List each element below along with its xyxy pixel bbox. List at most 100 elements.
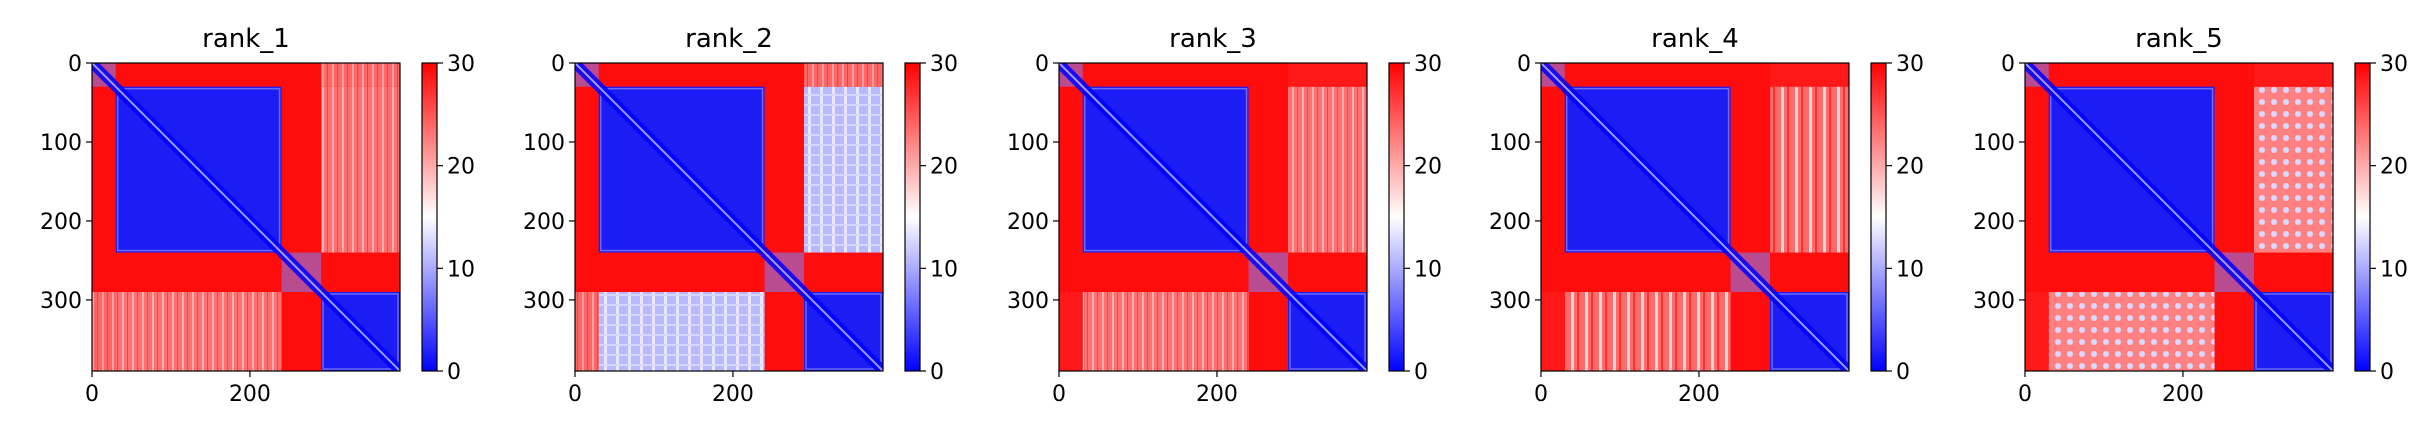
y-tick-label: 200 — [1973, 210, 2015, 235]
panel-title: rank_5 — [2135, 24, 2223, 54]
colorbar — [1870, 62, 1887, 372]
x-tick-label: 0 — [1534, 382, 1548, 407]
heatmap-panel: rank_2 0 100 200 300 0 200 0 10 20 30 — [523, 24, 958, 407]
heatmap-image — [2025, 63, 2333, 371]
colorbar-tick-label: 20 — [1414, 155, 1442, 180]
y-tick-label: 100 — [1489, 131, 1531, 156]
domain-block-edge — [116, 87, 281, 252]
off-diagonal-block — [1770, 86, 1849, 253]
colorbar-tick-label: 0 — [1896, 360, 1910, 385]
domain-block-edge — [2049, 87, 2214, 252]
heatmap-panel: rank_4 0 100 200 300 0 200 0 10 20 30 — [1489, 24, 1924, 407]
heatmap-image — [1541, 63, 1849, 371]
colorbar-tick-label: 30 — [447, 52, 475, 77]
y-tick-label: 300 — [40, 289, 82, 314]
colorbar-tick-label: 20 — [2380, 155, 2408, 180]
domain-block-edge — [1565, 87, 1730, 252]
y-tick-label: 300 — [1973, 289, 2015, 314]
colorbar-tick-label: 30 — [2380, 52, 2408, 77]
x-tick-label: 0 — [2018, 382, 2032, 407]
diagonal-line — [1059, 63, 1367, 371]
x-tick-label: 200 — [1678, 382, 1720, 407]
colorbar-tick-label: 10 — [1896, 257, 1924, 282]
domain-block-edge — [1771, 293, 1848, 370]
y-tick-label: 100 — [1973, 131, 2015, 156]
x-tick-label: 200 — [229, 382, 271, 407]
colorbar — [1388, 62, 1405, 372]
y-tick-label: 0 — [68, 52, 82, 77]
off-diagonal-block — [2048, 292, 2215, 371]
colorbar — [421, 62, 438, 372]
off-diagonal-block — [575, 292, 599, 371]
y-tick-label: 300 — [1007, 289, 1049, 314]
y-tick-label: 300 — [523, 289, 565, 314]
x-tick-label: 0 — [1052, 382, 1066, 407]
domain-block-edge — [1083, 87, 1248, 252]
off-diagonal-block — [1288, 86, 1367, 253]
y-tick-label: 0 — [1517, 52, 1531, 77]
colorbar-tick-label: 20 — [930, 155, 958, 180]
y-tick-label: 0 — [1035, 52, 1049, 77]
axes-frame — [1058, 62, 1368, 372]
heatmap-panel: rank_1 0 100 200 300 0 200 0 10 20 30 — [40, 24, 475, 407]
diagonal-line — [2025, 63, 2333, 371]
colorbar-tick-label: 0 — [2380, 360, 2394, 385]
x-tick-label: 200 — [712, 382, 754, 407]
panel-title: rank_1 — [202, 24, 290, 54]
y-tick-label: 200 — [1489, 210, 1531, 235]
off-diagonal-block — [321, 86, 400, 253]
colorbar-tick-label: 10 — [930, 257, 958, 282]
diagonal-line — [575, 63, 883, 371]
colorbar-tick-label: 10 — [447, 257, 475, 282]
colorbar — [2354, 62, 2371, 372]
y-tick-label: 0 — [551, 52, 565, 77]
colorbar-tick-label: 20 — [1896, 155, 1924, 180]
axes-frame — [91, 62, 401, 372]
off-diagonal-block — [92, 292, 116, 371]
off-diagonal-block — [1288, 63, 1367, 87]
heatmap-image — [1059, 63, 1367, 371]
colorbar-tick-label: 0 — [930, 360, 944, 385]
y-tick-label: 200 — [523, 210, 565, 235]
y-tick-label: 200 — [1007, 210, 1049, 235]
panel-title: rank_3 — [1169, 24, 1257, 54]
heatmap-image — [575, 63, 883, 371]
off-diagonal-block — [2254, 86, 2333, 253]
colorbar-tick-label: 30 — [930, 52, 958, 77]
y-tick-label: 300 — [1489, 289, 1531, 314]
axes-frame — [574, 62, 884, 372]
off-diagonal-block — [804, 86, 883, 253]
panel-title: rank_4 — [1651, 24, 1739, 54]
off-diagonal-block — [1059, 292, 1083, 371]
off-diagonal-block — [2254, 63, 2333, 87]
x-tick-label: 200 — [1196, 382, 1238, 407]
diagonal-line — [92, 63, 400, 371]
x-tick-label: 0 — [568, 382, 582, 407]
domain-block-edge — [2255, 293, 2332, 370]
colorbar-tick-label: 30 — [1414, 52, 1442, 77]
axes-frame — [2024, 62, 2334, 372]
off-diagonal-block — [115, 292, 282, 371]
heatmap-panel: rank_5 0 100 200 300 0 200 0 10 20 30 — [1973, 24, 2408, 407]
diagonal-line — [1541, 63, 1849, 371]
x-tick-label: 200 — [2162, 382, 2204, 407]
off-diagonal-block — [1770, 63, 1849, 87]
off-diagonal-block — [804, 63, 883, 87]
x-tick-label: 0 — [85, 382, 99, 407]
domain-block-edge — [599, 87, 764, 252]
colorbar-tick-label: 0 — [1414, 360, 1428, 385]
colorbar-tick-label: 10 — [2380, 257, 2408, 282]
heatmap-image — [92, 63, 400, 371]
colorbar-tick-label: 0 — [447, 360, 461, 385]
colorbar-tick-label: 10 — [1414, 257, 1442, 282]
off-diagonal-block — [1564, 292, 1731, 371]
off-diagonal-block — [1082, 292, 1249, 371]
y-tick-label: 100 — [523, 131, 565, 156]
off-diagonal-block — [598, 292, 765, 371]
off-diagonal-block — [2025, 292, 2049, 371]
domain-block-edge — [322, 293, 399, 370]
y-tick-label: 100 — [1007, 131, 1049, 156]
colorbar — [904, 62, 921, 372]
off-diagonal-block — [1541, 292, 1565, 371]
